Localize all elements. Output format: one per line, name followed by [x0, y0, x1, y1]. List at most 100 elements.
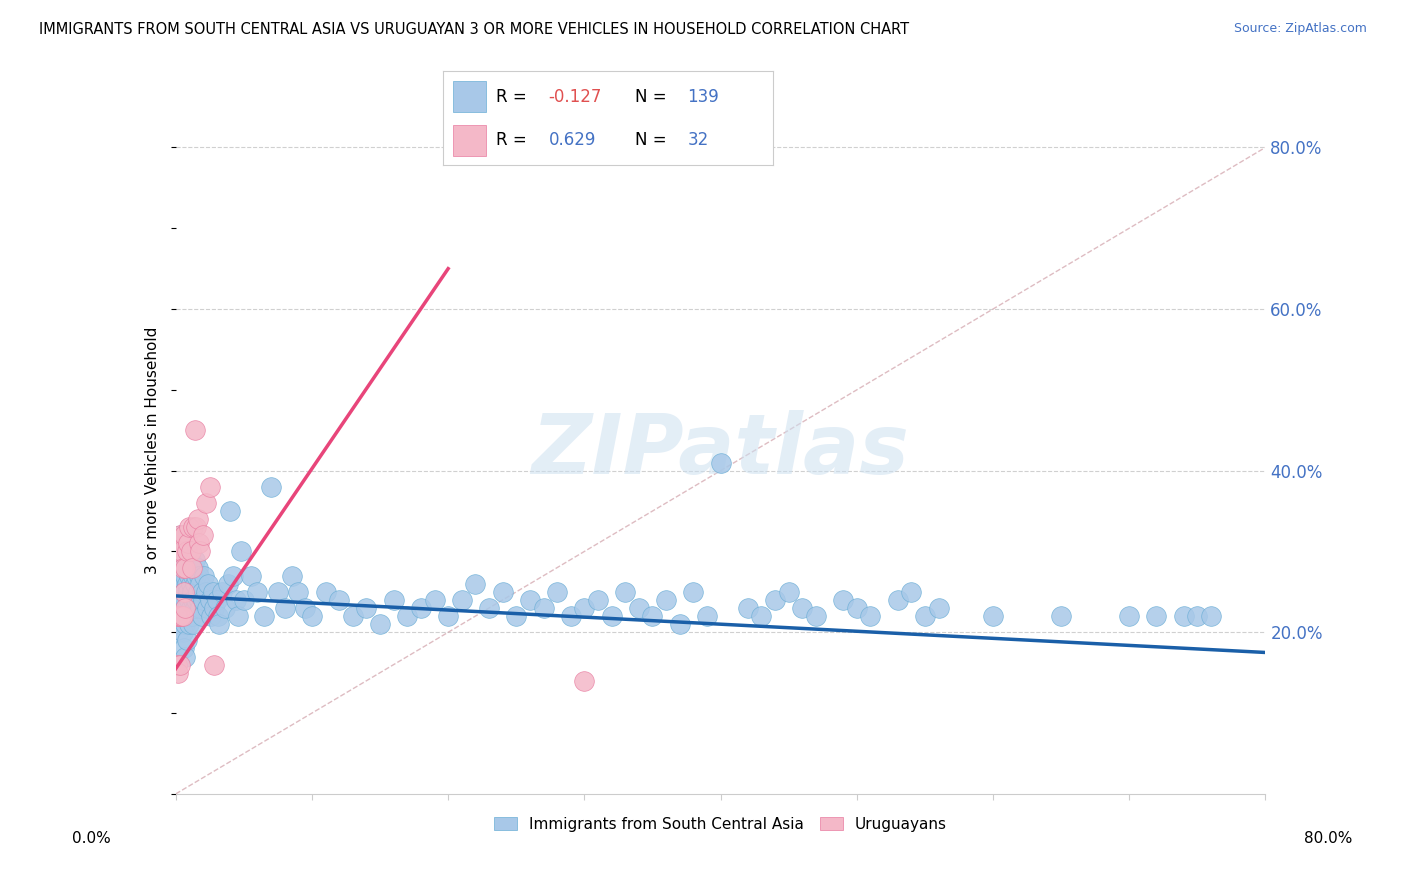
Immigrants from South Central Asia	[169, 568, 191, 582]
Immigrants from South Central Asia	[179, 617, 201, 632]
Uruguayans	[191, 528, 214, 542]
Immigrants from South Central Asia	[194, 585, 217, 599]
Immigrants from South Central Asia	[179, 568, 201, 582]
Uruguayans	[174, 601, 197, 615]
Immigrants from South Central Asia	[533, 601, 555, 615]
Immigrants from South Central Asia	[763, 593, 786, 607]
Immigrants from South Central Asia	[173, 609, 195, 624]
Immigrants from South Central Asia	[981, 609, 1004, 624]
Immigrants from South Central Asia	[172, 576, 194, 591]
Immigrants from South Central Asia	[382, 593, 405, 607]
Immigrants from South Central Asia	[1199, 609, 1222, 624]
Uruguayans	[186, 512, 209, 526]
Immigrants from South Central Asia	[1050, 609, 1073, 624]
Immigrants from South Central Asia	[368, 617, 391, 632]
Immigrants from South Central Asia	[202, 601, 225, 615]
Uruguayans	[173, 528, 195, 542]
Uruguayans	[184, 423, 207, 437]
Immigrants from South Central Asia	[186, 568, 208, 582]
Immigrants from South Central Asia	[641, 609, 664, 624]
Immigrants from South Central Asia	[188, 601, 211, 615]
Immigrants from South Central Asia	[217, 576, 239, 591]
Immigrants from South Central Asia	[655, 593, 678, 607]
Uruguayans	[166, 657, 188, 672]
Immigrants from South Central Asia	[356, 601, 378, 615]
Immigrants from South Central Asia	[177, 609, 200, 624]
Uruguayans	[167, 544, 190, 558]
Uruguayans	[176, 544, 198, 558]
Immigrants from South Central Asia	[274, 601, 297, 615]
Uruguayans	[181, 560, 204, 574]
Uruguayans	[169, 528, 191, 542]
Uruguayans	[170, 609, 193, 624]
Immigrants from South Central Asia	[187, 568, 209, 582]
Immigrants from South Central Asia	[225, 593, 247, 607]
Immigrants from South Central Asia	[174, 568, 197, 582]
Immigrants from South Central Asia	[172, 544, 194, 558]
Immigrants from South Central Asia	[228, 609, 250, 624]
Text: 32: 32	[688, 131, 709, 149]
Immigrants from South Central Asia	[193, 568, 215, 582]
Immigrants from South Central Asia	[437, 609, 460, 624]
Immigrants from South Central Asia	[586, 593, 609, 607]
Uruguayans	[169, 609, 191, 624]
Immigrants from South Central Asia	[574, 601, 596, 615]
Immigrants from South Central Asia	[409, 601, 432, 615]
Immigrants from South Central Asia	[191, 593, 214, 607]
Immigrants from South Central Asia	[172, 601, 194, 615]
Immigrants from South Central Asia	[232, 593, 254, 607]
Immigrants from South Central Asia	[751, 609, 773, 624]
Immigrants from South Central Asia	[186, 560, 209, 574]
Immigrants from South Central Asia	[260, 480, 283, 494]
Uruguayans	[172, 560, 194, 574]
Uruguayans	[179, 520, 201, 534]
Uruguayans	[187, 536, 209, 550]
Uruguayans	[180, 544, 202, 558]
Text: Source: ZipAtlas.com: Source: ZipAtlas.com	[1233, 22, 1367, 36]
Immigrants from South Central Asia	[859, 609, 882, 624]
Immigrants from South Central Asia	[737, 601, 759, 615]
Immigrants from South Central Asia	[173, 641, 195, 656]
Text: ZIPatlas: ZIPatlas	[531, 410, 910, 491]
Immigrants from South Central Asia	[214, 601, 236, 615]
Immigrants from South Central Asia	[914, 609, 936, 624]
Immigrants from South Central Asia	[184, 576, 207, 591]
Immigrants from South Central Asia	[423, 593, 446, 607]
Immigrants from South Central Asia	[180, 552, 202, 566]
Immigrants from South Central Asia	[166, 609, 188, 624]
Immigrants from South Central Asia	[170, 609, 193, 624]
Text: R =: R =	[496, 87, 526, 105]
Immigrants from South Central Asia	[186, 585, 209, 599]
FancyBboxPatch shape	[453, 81, 486, 112]
Immigrants from South Central Asia	[173, 585, 195, 599]
FancyBboxPatch shape	[453, 125, 486, 156]
Immigrants from South Central Asia	[177, 560, 200, 574]
Text: 80.0%: 80.0%	[1305, 831, 1353, 847]
Immigrants from South Central Asia	[172, 625, 194, 640]
Text: N =: N =	[634, 87, 666, 105]
Immigrants from South Central Asia	[176, 552, 198, 566]
Immigrants from South Central Asia	[219, 504, 242, 518]
Immigrants from South Central Asia	[928, 601, 950, 615]
Immigrants from South Central Asia	[181, 609, 204, 624]
Immigrants from South Central Asia	[239, 568, 262, 582]
Uruguayans	[188, 544, 211, 558]
Immigrants from South Central Asia	[180, 576, 202, 591]
Immigrants from South Central Asia	[170, 585, 193, 599]
Immigrants from South Central Asia	[246, 585, 269, 599]
Immigrants from South Central Asia	[315, 585, 337, 599]
Immigrants from South Central Asia	[173, 560, 195, 574]
Immigrants from South Central Asia	[1173, 609, 1195, 624]
Legend: Immigrants from South Central Asia, Uruguayans: Immigrants from South Central Asia, Urug…	[488, 811, 953, 838]
Uruguayans	[167, 665, 190, 680]
Immigrants from South Central Asia	[222, 568, 245, 582]
Immigrants from South Central Asia	[200, 609, 222, 624]
Immigrants from South Central Asia	[600, 609, 623, 624]
Immigrants from South Central Asia	[181, 560, 204, 574]
Immigrants from South Central Asia	[186, 593, 208, 607]
Immigrants from South Central Asia	[627, 601, 650, 615]
Immigrants from South Central Asia	[450, 593, 472, 607]
Immigrants from South Central Asia	[253, 609, 276, 624]
Uruguayans	[194, 496, 217, 510]
Text: 139: 139	[688, 87, 718, 105]
